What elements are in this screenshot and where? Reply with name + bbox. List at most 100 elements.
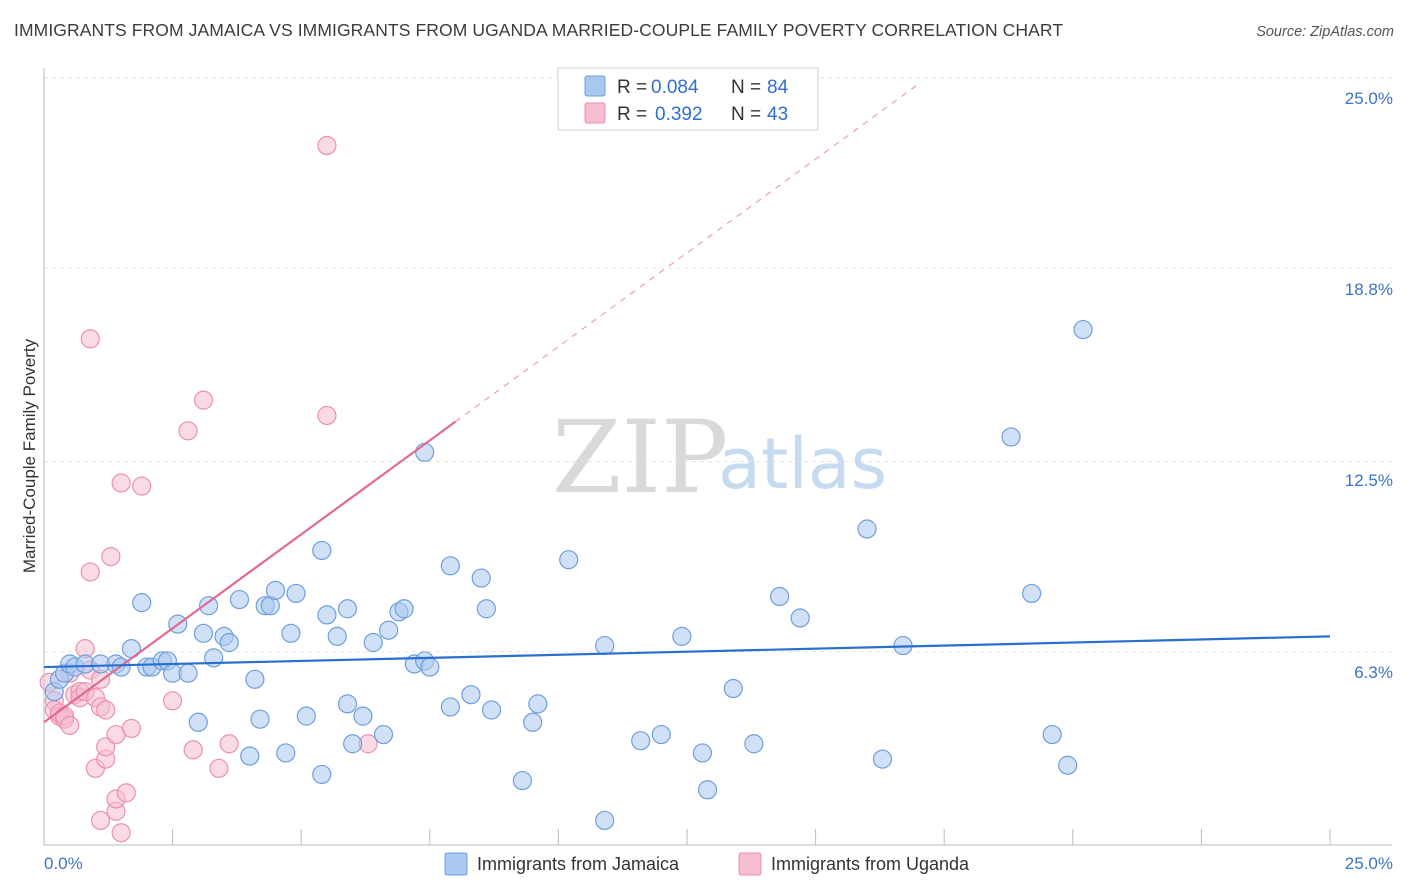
jamaica-point bbox=[312, 764, 332, 785]
y-tick-label: 12.5% bbox=[1345, 471, 1393, 490]
legend-n-value-jamaica: 84 bbox=[767, 77, 789, 98]
series-uganda-points bbox=[39, 135, 378, 843]
y-axis-label: Married-Couple Family Poverty bbox=[20, 338, 39, 573]
jamaica-point bbox=[1001, 427, 1021, 447]
legend-swatch-jamaica bbox=[584, 75, 606, 97]
uganda-point bbox=[219, 734, 239, 754]
legend-r-label: R = bbox=[617, 104, 647, 125]
jamaica-point bbox=[240, 746, 260, 766]
trend-line-uganda bbox=[43, 420, 457, 724]
uganda-point bbox=[116, 783, 136, 803]
watermark-zip: ZIP bbox=[552, 399, 728, 516]
legend-n-label: N = bbox=[731, 104, 761, 125]
jamaica-point bbox=[769, 586, 790, 607]
x-tick-label-max: 25.0% bbox=[1345, 854, 1393, 873]
uganda-point bbox=[132, 476, 152, 496]
legend-n-label: N = bbox=[731, 77, 761, 98]
jamaica-point bbox=[512, 770, 532, 791]
y-tick-label: 18.8% bbox=[1345, 280, 1393, 299]
watermark: ZIP atlas bbox=[552, 399, 887, 516]
grid-lines bbox=[44, 77, 1392, 653]
watermark-atlas: atlas bbox=[718, 423, 887, 505]
jamaica-point bbox=[337, 599, 358, 619]
jamaica-point bbox=[312, 540, 332, 561]
jamaica-point bbox=[276, 743, 296, 763]
jamaica-point bbox=[265, 580, 286, 600]
jamaica-point bbox=[353, 706, 373, 726]
bottom-legend-label-uganda: Immigrants from Uganda bbox=[771, 854, 970, 874]
jamaica-point bbox=[317, 605, 337, 625]
jamaica-point bbox=[337, 694, 358, 714]
uganda-point bbox=[163, 691, 183, 711]
jamaica-point bbox=[229, 589, 250, 610]
jamaica-point bbox=[471, 568, 491, 588]
uganda-point bbox=[111, 823, 131, 843]
uganda-point bbox=[111, 473, 131, 493]
jamaica-point bbox=[281, 623, 301, 643]
series-legend: Immigrants from Jamaica Immigrants from … bbox=[444, 852, 970, 876]
uganda-point bbox=[178, 421, 198, 441]
uganda-point bbox=[193, 390, 214, 410]
uganda-point bbox=[80, 329, 100, 349]
trend-line-uganda-extension bbox=[455, 83, 919, 423]
jamaica-point bbox=[440, 556, 460, 576]
jamaica-point bbox=[420, 657, 440, 677]
jamaica-point bbox=[559, 550, 579, 570]
jamaica-point bbox=[1022, 583, 1042, 604]
jamaica-point bbox=[857, 519, 877, 539]
trend-lines bbox=[43, 83, 1331, 724]
legend-n-value-uganda: 43 bbox=[767, 104, 788, 125]
bottom-legend-swatch-jamaica bbox=[444, 852, 468, 876]
jamaica-point bbox=[394, 599, 414, 619]
uganda-point bbox=[101, 547, 121, 567]
uganda-point bbox=[80, 562, 100, 582]
jamaica-point bbox=[461, 685, 481, 705]
jamaica-point bbox=[250, 709, 270, 729]
x-tick-label-min: 0.0% bbox=[44, 854, 83, 873]
legend-r-label: R = bbox=[617, 77, 647, 98]
y-tick-labels: 6.3% 12.5% 18.8% 25.0% bbox=[1345, 89, 1393, 682]
jamaica-point bbox=[132, 593, 152, 613]
jamaica-point bbox=[363, 632, 383, 653]
bottom-legend-swatch-uganda bbox=[738, 852, 762, 876]
uganda-point bbox=[96, 700, 116, 720]
legend-swatch-uganda bbox=[584, 102, 606, 124]
jamaica-point bbox=[1058, 755, 1078, 775]
jamaica-point bbox=[379, 620, 399, 640]
uganda-point bbox=[317, 405, 337, 426]
jamaica-point bbox=[373, 724, 394, 745]
y-tick-label: 6.3% bbox=[1354, 663, 1393, 682]
jamaica-point bbox=[872, 749, 893, 769]
stats-legend: R = 0.084 N = 84 R = 0.392 N = 43 bbox=[557, 67, 819, 131]
uganda-point bbox=[90, 810, 111, 831]
jamaica-point bbox=[327, 626, 347, 646]
jamaica-point bbox=[440, 697, 460, 717]
jamaica-point bbox=[744, 734, 764, 754]
jamaica-point bbox=[651, 724, 671, 745]
jamaica-point bbox=[697, 780, 718, 800]
bottom-legend-label-jamaica: Immigrants from Jamaica bbox=[477, 854, 680, 874]
uganda-point bbox=[60, 715, 80, 735]
uganda-point bbox=[209, 758, 229, 778]
x-axis-ticks bbox=[43, 829, 1331, 845]
jamaica-point bbox=[672, 626, 692, 646]
jamaica-point bbox=[1042, 724, 1062, 745]
jamaica-point bbox=[723, 678, 743, 699]
source-label: Source: ZipAtlas.com bbox=[1256, 24, 1394, 40]
jamaica-point bbox=[199, 596, 219, 616]
jamaica-point bbox=[528, 694, 548, 714]
jamaica-point bbox=[595, 810, 615, 831]
legend-r-value-jamaica: 0.084 bbox=[651, 77, 699, 98]
jamaica-point bbox=[193, 623, 214, 643]
uganda-point bbox=[121, 718, 142, 739]
jamaica-point bbox=[790, 608, 810, 628]
jamaica-point bbox=[245, 669, 265, 689]
jamaica-point bbox=[415, 442, 435, 462]
jamaica-point bbox=[296, 706, 316, 726]
uganda-point bbox=[317, 135, 337, 156]
jamaica-point bbox=[178, 663, 198, 683]
jamaica-point bbox=[595, 635, 615, 656]
uganda-point bbox=[183, 740, 203, 760]
jamaica-point bbox=[286, 583, 306, 604]
